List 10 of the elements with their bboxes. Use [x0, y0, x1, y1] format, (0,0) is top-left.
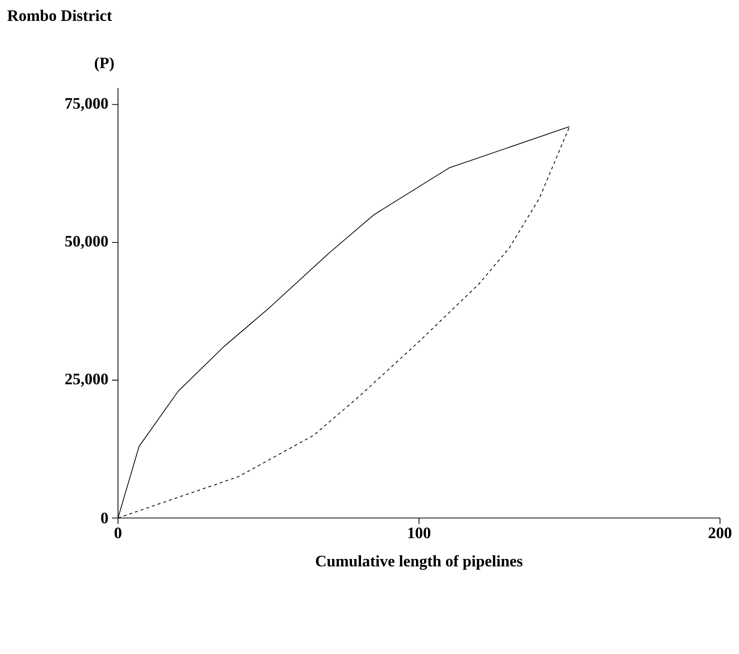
y-tick-label: 75,000	[66, 98, 108, 112]
x-tick-label: 200	[708, 528, 732, 538]
chart-title: Rombo District	[7, 10, 112, 21]
x-tick-label: 0	[114, 528, 122, 538]
y-tick-label: 0	[101, 512, 108, 524]
y-tick-label: 50,000	[65, 236, 108, 249]
y-axis-title: (P)	[94, 57, 114, 72]
y-tick-label: 25,000	[65, 374, 108, 387]
x-axis-title: Cumulative length of pipelines	[316, 555, 522, 570]
x-tick-label: 100	[408, 528, 430, 538]
